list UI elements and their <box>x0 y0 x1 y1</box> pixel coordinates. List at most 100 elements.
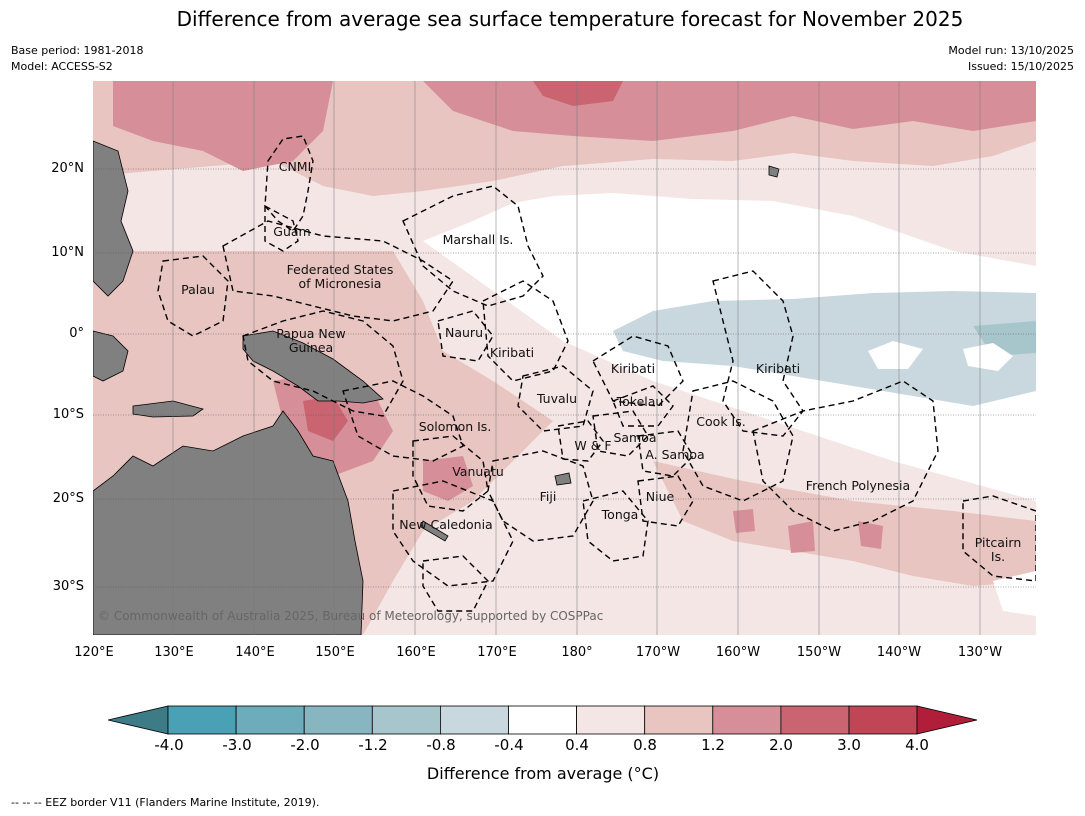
eez-cook <box>682 380 794 502</box>
graticule <box>93 168 1036 588</box>
colorbar-tick-10: 3.0 <box>837 736 861 754</box>
colorbar <box>108 705 978 735</box>
eez-french-polynesia <box>752 380 939 532</box>
map-canvas <box>93 81 1036 635</box>
region-label-kiribati-gilbert: Kiribati <box>489 345 535 360</box>
colorbar-segment-9 <box>780 705 850 735</box>
lon-label-140e: 140°E <box>235 645 275 660</box>
eez-marshall <box>402 185 544 307</box>
colorbar-tick-2: -2.0 <box>290 736 320 754</box>
lon-label-170e: 170°E <box>477 645 517 660</box>
colorbar-tick-3: -1.2 <box>358 736 388 754</box>
lon-label-160w: 160°W <box>715 645 761 660</box>
colorbar-tick-6: 0.4 <box>565 736 589 754</box>
anomaly-neutral-patch-1 <box>868 341 923 369</box>
anomaly-warm-4-coral-sea <box>303 396 348 441</box>
anomaly-neutral-patch-2 <box>963 343 1013 371</box>
map-title: Difference from average sea surface temp… <box>176 7 964 31</box>
colorbar-segment-3 <box>371 705 441 735</box>
eez-cnmi <box>264 135 314 232</box>
lat-label-0: 0° <box>69 326 84 341</box>
lon-label-130e: 130°E <box>154 645 194 660</box>
region-label-cnmi: CNMI <box>278 159 312 174</box>
region-label-guam: Guam <box>273 224 311 239</box>
land-new-caledonia <box>420 520 449 542</box>
graticule-meridians <box>172 81 981 635</box>
anomaly-warm-3-nw <box>113 81 333 171</box>
model-text: Model: ACCESS-S2 <box>11 60 113 73</box>
eez-borders <box>157 135 1036 612</box>
lon-label-150e: 150°E <box>315 645 355 660</box>
eez-samoa <box>592 410 649 457</box>
colorbar-segment-8 <box>712 705 782 735</box>
eez-wallis-futuna <box>557 420 604 462</box>
region-label-samoa: Samoa <box>613 430 657 445</box>
eez-new-caledonia <box>392 480 514 587</box>
region-label-nauru: Nauru <box>445 325 483 340</box>
region-label-solomon: Solomon Is. <box>418 419 492 434</box>
anomaly-neutral-south-east <box>993 571 1036 616</box>
colorbar-segment-10 <box>848 705 918 735</box>
region-label-png: Papua New Guinea <box>276 326 346 355</box>
eez-tokelau <box>612 385 674 427</box>
colorbar-tick-0: -4.0 <box>154 736 184 754</box>
colorbar-segment-0 <box>167 705 237 735</box>
land-borneo-sulawesi <box>93 330 129 382</box>
colorbar-tick-11: 4.0 <box>905 736 929 754</box>
region-label-tokelau: Tokelau <box>616 394 664 409</box>
issued-text: Issued: 15/10/2025 <box>967 60 1074 73</box>
lon-label-180: 180° <box>561 645 593 660</box>
colorbar-tick-1: -3.0 <box>222 736 252 754</box>
colorbar-tick-4: -0.8 <box>426 736 456 754</box>
eez-kiribati-gilbert <box>482 280 569 382</box>
eez-micronesia <box>222 220 454 322</box>
region-label-french-polynesia: French Polynesia <box>805 478 911 493</box>
region-label-kiribati-phoenix: Kiribati <box>610 361 656 376</box>
region-label-tuvalu: Tuvalu <box>536 391 578 406</box>
eez-niue <box>637 475 694 527</box>
land-fiji <box>554 472 572 486</box>
colorbar-extend-max <box>916 705 978 735</box>
eez-pitcairn <box>962 495 1036 582</box>
region-label-marshall: Marshall Is. <box>442 232 514 247</box>
region-label-cook: Cook Is. <box>696 414 746 429</box>
region-label-new-caledonia: New Caledonia <box>399 517 493 532</box>
copyright-notice: © Commonwealth of Australia 2025, Bureau… <box>98 609 604 623</box>
colorbar-tick-9: 2.0 <box>769 736 793 754</box>
lon-label-120e: 120°E <box>74 645 114 660</box>
anomaly-warm-3-pitcairn <box>858 521 883 549</box>
metadata-left: Base period: 1981-2018 Model: ACCESS-S2 <box>11 43 143 75</box>
region-label-tonga: Tonga <box>601 507 639 522</box>
region-label-micronesia: Federated States of Micronesia <box>286 262 394 291</box>
eez-norfolk <box>422 555 489 612</box>
eez-fiji <box>487 450 594 542</box>
colorbar-label: Difference from average (°C) <box>426 764 660 783</box>
region-label-palau: Palau <box>181 282 215 297</box>
region-label-niue: Niue <box>645 489 675 504</box>
anomaly-warm-2-se <box>653 461 1036 586</box>
sst-anomaly-map: CNMI Guam Marshall Is. Federated States … <box>93 81 1036 635</box>
eez-png <box>242 310 404 417</box>
land-australia <box>93 410 364 635</box>
base-period-text: Base period: 1981-2018 <box>11 44 144 57</box>
lat-label-10s: 10°S <box>52 407 84 422</box>
anomaly-warm-3-vanuatu <box>423 456 473 501</box>
anomaly-warm-3-south-east <box>733 509 755 533</box>
colorbar-segment-1 <box>235 705 305 735</box>
eez-american-samoa <box>637 430 694 477</box>
eez-nauru <box>437 310 494 362</box>
eez-legend: -- -- -- EEZ border V11 (Flanders Marine… <box>11 796 320 809</box>
land-new-guinea <box>242 330 384 404</box>
lat-label-20s: 20°S <box>52 491 84 506</box>
eez-tuvalu <box>517 365 594 432</box>
region-label-pitcairn: Pitcairn Is. <box>974 535 1022 564</box>
colorbar-segments <box>167 705 918 735</box>
colorbar-tick-7: 0.8 <box>633 736 657 754</box>
anomaly-warm-3-french-polynesia <box>788 521 815 553</box>
lat-label-20n: 20°N <box>51 161 84 176</box>
colorbar-segment-2 <box>303 705 373 735</box>
region-label-wallis-futuna: W & F <box>574 438 612 453</box>
lon-label-140w: 140°W <box>876 645 922 660</box>
region-label-fiji: Fiji <box>539 489 557 504</box>
colorbar-segment-4 <box>439 705 509 735</box>
